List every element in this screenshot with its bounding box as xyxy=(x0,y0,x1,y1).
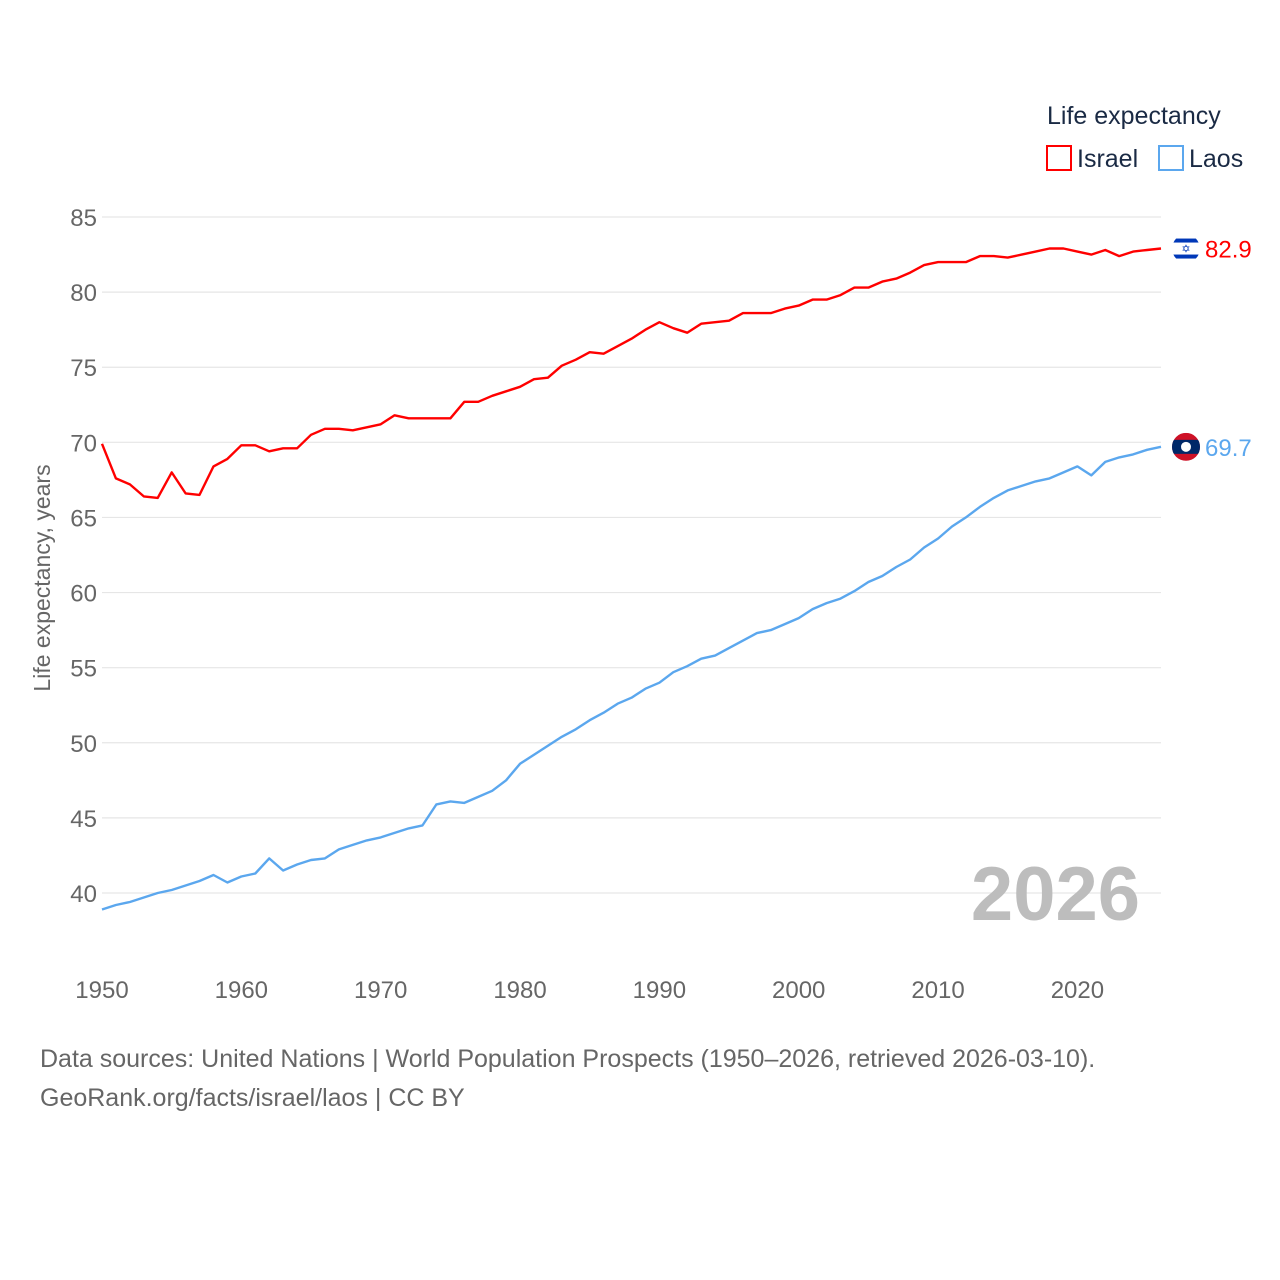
y-tick-label: 40 xyxy=(70,881,97,908)
data-source-text: Data sources: United Nations | World Pop… xyxy=(40,1045,1096,1073)
series-line-laos xyxy=(101,445,1162,911)
flag-stripe xyxy=(1172,238,1200,243)
flag-stripe xyxy=(1172,254,1200,259)
y-tick-label: 60 xyxy=(70,581,97,608)
x-tick-label: 1960 xyxy=(215,977,268,1004)
attribution-link[interactable]: GeoRank.org/facts/israel/laos | CC BY xyxy=(40,1084,465,1112)
legend-title: Life expectancy xyxy=(1047,102,1221,130)
star-of-david-icon: ✡ xyxy=(1181,244,1190,256)
line-chart: 40 45 50 55 60 65 70 75 80 85 1950 1960 1970 1980 199… xyxy=(29,102,1252,1004)
series-lines xyxy=(100,247,1162,911)
flag-body xyxy=(1172,432,1200,461)
y-tick-label: 85 xyxy=(70,205,97,232)
legend-swatch-laos[interactable] xyxy=(1158,145,1184,171)
legend-label-laos[interactable]: Laos xyxy=(1189,145,1243,173)
flag-body: ✡ xyxy=(1172,234,1200,263)
flag-israel-icon: ✡ xyxy=(1172,234,1200,263)
y-tick-label: 75 xyxy=(70,355,97,382)
legend-swatch-israel[interactable] xyxy=(1046,145,1072,171)
y-axis-label: Life expectancy, years xyxy=(29,464,55,691)
y-tick-label: 70 xyxy=(70,430,97,457)
flag-laos-icon xyxy=(1172,432,1200,461)
x-tick-label: 2010 xyxy=(911,977,964,1004)
series-line-israel xyxy=(100,247,1162,500)
year-watermark: 2026 xyxy=(971,852,1140,937)
y-tick-label: 80 xyxy=(70,280,97,307)
end-value-label-israel: 82.9 xyxy=(1205,237,1252,264)
grid-lines xyxy=(102,216,1161,894)
y-tick-label: 55 xyxy=(70,656,97,683)
y-tick-label: 50 xyxy=(70,731,97,758)
y-tick-label: 45 xyxy=(70,806,97,833)
end-value-label-laos: 69.7 xyxy=(1205,435,1252,462)
y-axis-ticks: 40 45 50 55 60 65 70 75 80 85 xyxy=(70,205,97,908)
x-tick-label: 1950 xyxy=(75,977,128,1004)
x-tick-label: 2020 xyxy=(1051,977,1104,1004)
y-tick-label: 65 xyxy=(70,505,97,532)
x-tick-label: 2000 xyxy=(772,977,825,1004)
legend: Life expectancy Israel Laos xyxy=(1046,102,1243,173)
x-tick-label: 1990 xyxy=(633,977,686,1004)
x-axis-ticks: 1950 1960 1970 1980 1990 2000 2010 2020 xyxy=(75,977,1104,1004)
flag-disc xyxy=(1181,441,1191,452)
x-tick-label: 1970 xyxy=(354,977,407,1004)
x-tick-label: 1980 xyxy=(493,977,546,1004)
legend-label-israel[interactable]: Israel xyxy=(1077,145,1138,173)
